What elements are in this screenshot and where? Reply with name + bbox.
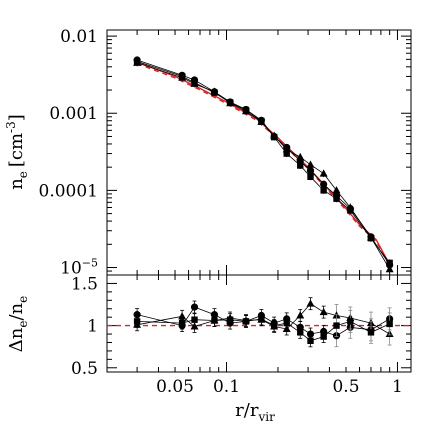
- bottom-point-square: [258, 315, 265, 323]
- top-point-square: [347, 207, 354, 214]
- bottom-point-square: [307, 337, 314, 344]
- top-ytick-label-base: 10: [60, 259, 82, 279]
- top-point-square: [367, 234, 375, 242]
- top-point-triangle: [296, 152, 305, 161]
- top-point-square: [191, 79, 198, 86]
- top-point-square: [258, 117, 265, 125]
- top-point-triangle: [319, 169, 328, 177]
- bottom-xtick-label: 0.05: [156, 377, 194, 397]
- top-point-circle: [320, 180, 328, 188]
- top-ylabel-main: n: [6, 178, 27, 190]
- x-axis-label-sub: vir: [257, 410, 275, 424]
- top-point-square: [386, 259, 393, 267]
- top-point-square: [283, 150, 290, 157]
- bottom-point-square: [347, 318, 354, 325]
- bottom-ylabel-sub1: e: [16, 321, 30, 328]
- top-series-triangle-line: [136, 62, 390, 270]
- top-ylabel-close: ]: [6, 114, 27, 121]
- top-point-circle: [306, 167, 315, 175]
- bottom-point-square: [191, 316, 198, 323]
- bottom-point-triangle: [306, 299, 315, 307]
- bottom-point-circle: [306, 330, 315, 338]
- bottom-point-square: [133, 318, 141, 325]
- x-axis-label-main: r/r: [235, 400, 259, 421]
- bottom-ylabel: Δne/ne: [6, 296, 30, 352]
- top-model-dashed-line: [136, 62, 391, 267]
- bottom-ytick-label: 1.5: [71, 274, 98, 294]
- bottom-point-square: [211, 317, 218, 324]
- bottom-point-square: [333, 322, 340, 329]
- bottom-point-square: [297, 329, 304, 336]
- top-point-square: [270, 133, 278, 141]
- bottom-ylabel-main: Δn: [6, 327, 27, 352]
- bottom-xtick-label: 0.1: [213, 377, 240, 397]
- top-ytick-label: 0.01: [60, 27, 98, 47]
- bottom-ytick-label: 0.5: [71, 359, 98, 379]
- bottom-point-square: [367, 329, 375, 336]
- top-point-square: [242, 106, 250, 114]
- top-ytick-label: 0.0001: [39, 181, 98, 201]
- bottom-point-triangle: [319, 307, 328, 316]
- bottom-ylabel-mid: /n: [6, 302, 27, 320]
- x-axis-label: r/rvir: [235, 400, 275, 424]
- bottom-series-square-line: [137, 318, 390, 342]
- bottom-point-square: [283, 319, 290, 327]
- bottom-series-triangle-line: [137, 303, 390, 335]
- top-ytick-label-sup: −5: [82, 257, 98, 270]
- top-ytick-label: 10−5: [60, 257, 98, 279]
- bottom-point-circle: [133, 311, 141, 319]
- top-ytick-label: 0.001: [49, 104, 98, 124]
- top-point-square: [297, 162, 304, 169]
- top-point-square: [333, 195, 340, 202]
- bottom-ylabel-sub2: e: [16, 296, 30, 303]
- top-point-square: [307, 173, 314, 181]
- bottom-point-triangle: [296, 311, 305, 319]
- top-point-triangle: [306, 160, 315, 168]
- top-model-line: [136, 61, 391, 265]
- top-ylabel-unit: [cm: [6, 133, 27, 167]
- top-series-square-line: [136, 61, 390, 264]
- bottom-panel: 0.5 1 1.5 0.05 0.1 0.5 1: [71, 274, 412, 397]
- bottom-frame: [106, 274, 412, 373]
- top-point-square: [133, 58, 141, 65]
- bottom-xtick-label: 1: [392, 377, 403, 397]
- bottom-point-square: [386, 320, 393, 328]
- top-point-square: [178, 73, 186, 80]
- bottom-point-square: [242, 318, 250, 325]
- top-point-triangle: [385, 265, 394, 273]
- top-panel: 0.01 0.001 0.0001 10−5: [39, 27, 412, 279]
- top-point-square: [226, 99, 234, 106]
- top-point-square: [320, 187, 327, 194]
- bottom-point-square: [226, 316, 234, 323]
- bottom-point-square: [320, 333, 327, 340]
- bottom-xtick-label: 0.5: [332, 377, 359, 397]
- bottom-point-circle: [190, 303, 199, 311]
- top-point-square: [211, 89, 218, 96]
- top-series-circle-line: [136, 59, 390, 266]
- bottom-series-circle-line: [137, 306, 390, 337]
- bottom-point-square: [270, 322, 278, 329]
- top-ylabel-sub: e: [16, 171, 30, 178]
- top-ylabel-unit-sup: -3: [4, 121, 18, 133]
- bottom-point-triangle: [178, 312, 187, 320]
- top-point-triangle: [332, 186, 341, 194]
- bottom-point-square: [178, 319, 186, 327]
- top-ylabel: ne [cm-3]: [4, 114, 30, 190]
- bottom-ytick-label: 1: [87, 317, 98, 337]
